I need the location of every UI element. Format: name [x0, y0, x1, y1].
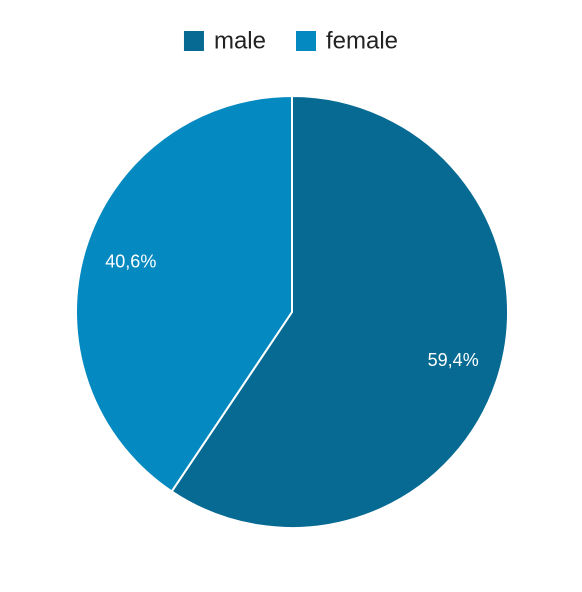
pie-slice: [75, 94, 293, 493]
slice-label: 59,4%: [428, 350, 479, 370]
slice-label: 40,6%: [105, 252, 156, 272]
legend-label: female: [326, 27, 398, 54]
pie-slice: [170, 94, 509, 529]
legend-swatch: [295, 31, 316, 51]
legend-swatch: [183, 31, 204, 51]
legend-label: male: [214, 27, 266, 54]
